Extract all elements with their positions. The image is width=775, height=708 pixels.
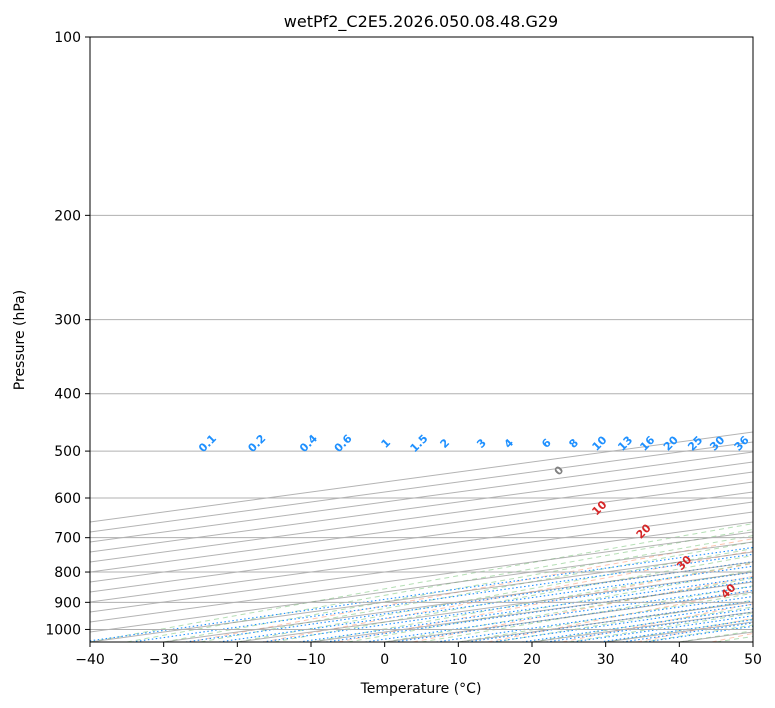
dry-adiabat-line xyxy=(263,550,753,642)
moist-adiabat-line xyxy=(347,569,753,642)
isotherm-line xyxy=(90,491,753,583)
y-tick-label: 200 xyxy=(54,208,81,224)
dry-adiabat-line xyxy=(487,589,753,642)
x-axis-label: Temperature (°C) xyxy=(360,681,482,697)
x-axis-ticks: −40 −30 −20 −10 0 10 20 30 40 50 xyxy=(75,642,762,668)
plot-frame xyxy=(89,36,754,643)
isotherm-line xyxy=(90,471,753,563)
dry-adiabat-line xyxy=(412,575,753,642)
y-tick-label: 800 xyxy=(54,565,81,581)
pressure-gridlines xyxy=(90,37,753,630)
x-tick-label: −10 xyxy=(296,652,326,668)
background-lines xyxy=(90,431,753,642)
moist-adiabat-line xyxy=(274,555,753,642)
x-tick-label: −20 xyxy=(223,652,253,668)
moist-adiabat-line xyxy=(163,535,753,642)
y-tick-label: 700 xyxy=(54,531,81,547)
y-tick-label: 100 xyxy=(54,30,81,46)
x-tick-label: −40 xyxy=(75,652,105,668)
x-tick-label: 50 xyxy=(744,652,762,668)
x-tick-label: 20 xyxy=(523,652,541,668)
y-axis-ticks: 100 200 300 400 500 600 700 800 900 1000 xyxy=(45,30,90,638)
isotherm-line xyxy=(90,481,753,573)
y-axis-label: Pressure (hPa) xyxy=(12,290,28,390)
y-tick-label: 1000 xyxy=(45,622,81,638)
mixing-ratio-line xyxy=(492,603,753,642)
mixing-ratio-line xyxy=(436,595,753,642)
x-tick-label: 0 xyxy=(380,652,389,668)
isotherm-line xyxy=(90,451,753,543)
isotherm-line xyxy=(90,521,753,613)
mixing-ratio-line xyxy=(131,553,753,642)
isotherm-line xyxy=(90,531,753,623)
moist-adiabat-line xyxy=(237,548,753,642)
x-tick-label: 10 xyxy=(449,652,467,668)
isotherm-line xyxy=(90,511,753,603)
x-tick-label: 40 xyxy=(670,652,688,668)
x-tick-label: −30 xyxy=(149,652,179,668)
y-tick-label: 500 xyxy=(54,444,81,460)
isotherm-line xyxy=(90,461,753,553)
y-tick-label: 300 xyxy=(54,313,81,329)
isotherm-line xyxy=(90,501,753,593)
y-tick-label: 900 xyxy=(54,595,81,611)
x-tick-label: 30 xyxy=(597,652,615,668)
y-tick-label: 600 xyxy=(54,491,81,507)
moist-adiabat-line xyxy=(384,577,753,642)
mixing-ratio-line xyxy=(90,546,753,642)
moist-adiabat-line xyxy=(421,585,753,642)
moist-adiabat-line xyxy=(200,541,753,642)
mixing-ratio-line xyxy=(522,608,753,642)
chart-title: wetPf2_C2E5.2026.050.08.48.G29 xyxy=(284,12,558,32)
moist-adiabat-line xyxy=(126,528,753,642)
y-tick-label: 400 xyxy=(54,387,81,403)
